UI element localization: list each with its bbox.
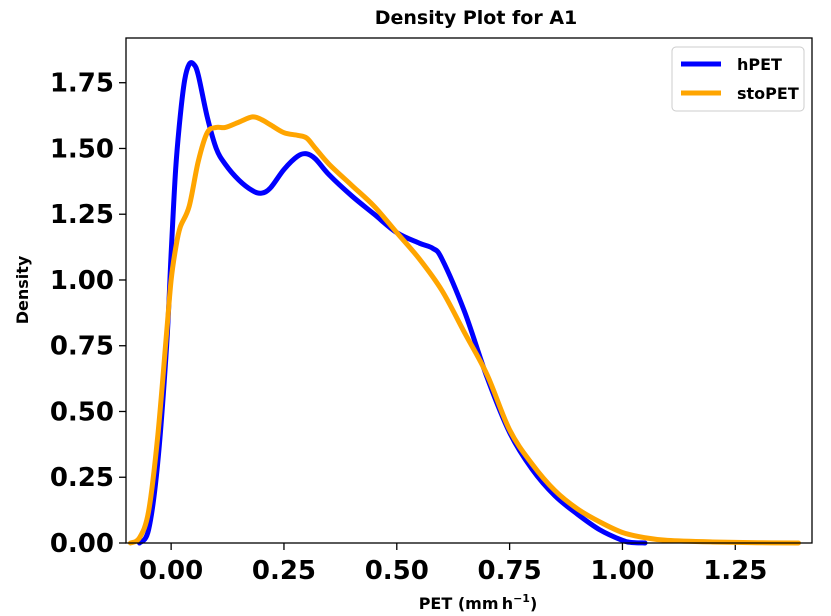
x-axis-label-text: PET (mm h bbox=[419, 594, 513, 613]
legend-label-stopet: stoPET bbox=[737, 84, 799, 103]
x-tick-label: 0.75 bbox=[478, 556, 542, 586]
plot-frame bbox=[125, 37, 813, 544]
x-axis-label-exponent: −1 bbox=[513, 592, 530, 605]
x-tick-label: 1.25 bbox=[703, 556, 767, 586]
series-lines bbox=[128, 60, 801, 546]
x-tick-label: 1.00 bbox=[590, 556, 654, 586]
y-axis-label: Density bbox=[13, 255, 32, 324]
series-line-stopet bbox=[128, 114, 801, 546]
legend: hPET stoPET bbox=[671, 46, 805, 112]
legend-label-hpet: hPET bbox=[737, 55, 782, 74]
chart-title: Density Plot for A1 bbox=[375, 7, 578, 29]
series-line-hpet bbox=[137, 60, 648, 546]
y-tick-label: 0.75 bbox=[50, 332, 114, 362]
y-axis-ticks: 0.00 0.25 0.50 0.75 1.00 1.25 1.50 1.75 bbox=[50, 69, 126, 559]
y-tick-label: 0.25 bbox=[50, 463, 114, 493]
y-tick-label: 0.00 bbox=[50, 529, 114, 559]
y-tick-label: 0.50 bbox=[50, 397, 114, 427]
y-tick-label: 1.00 bbox=[50, 266, 114, 296]
x-axis-label: PET (mm h−1) bbox=[419, 592, 538, 613]
y-tick-label: 1.50 bbox=[50, 134, 114, 164]
x-axis-label-close: ) bbox=[530, 594, 537, 613]
x-tick-label: 0.25 bbox=[252, 556, 316, 586]
y-tick-label: 1.75 bbox=[50, 69, 114, 99]
x-tick-label: 0.50 bbox=[365, 556, 429, 586]
x-axis-ticks: 0.00 0.25 0.50 0.75 1.00 1.25 bbox=[139, 543, 767, 586]
x-tick-label: 0.00 bbox=[139, 556, 203, 586]
y-tick-label: 1.25 bbox=[50, 200, 114, 230]
